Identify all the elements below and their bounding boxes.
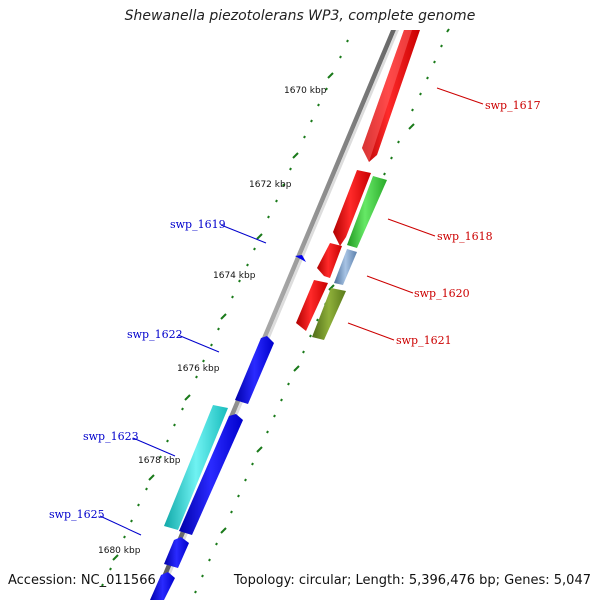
gene-blue-long[interactable] (179, 414, 243, 535)
gene-label-swp_1625[interactable]: swp_1625 (49, 508, 105, 521)
leader-lines-forward (347, 87, 484, 341)
scale-label-1670: 1670 kbp (284, 86, 327, 96)
outer-tick-ring (194, 28, 450, 594)
scale-label-1672: 1672 kbp (249, 180, 292, 190)
gene-red-small-a[interactable] (317, 243, 342, 278)
gene-blue-bottom[interactable] (150, 572, 175, 600)
scale-label-1676: 1676 kbp (177, 364, 220, 374)
gene-label-swp_1617[interactable]: swp_1617 (485, 99, 541, 112)
scale-label-1674: 1674 kbp (213, 271, 256, 281)
scale-label-1678: 1678 kbp (138, 456, 181, 466)
gene-swp_1617[interactable] (362, 30, 420, 162)
gene-label-swp_1618[interactable]: swp_1618 (437, 230, 493, 243)
gene-swp_1622[interactable] (235, 336, 274, 404)
gene-swp_1620[interactable] (334, 249, 357, 285)
gene-label-swp_1623[interactable]: swp_1623 (83, 430, 139, 443)
gene-swp_1618[interactable] (347, 176, 387, 248)
gene-swp_1621[interactable] (312, 288, 346, 340)
gene-swp_1625[interactable] (164, 537, 189, 568)
gene-label-swp_1619[interactable]: swp_1619 (170, 218, 226, 231)
gene-label-swp_1620[interactable]: swp_1620 (414, 287, 470, 300)
gene-swp_1619[interactable] (295, 255, 306, 262)
map-title: Shewanella piezotolerans WP3, complete g… (124, 8, 476, 24)
accession-text: Accession: NC_011566 (8, 573, 156, 588)
gene-swp_1623[interactable] (164, 405, 228, 530)
gene-label-swp_1621[interactable]: swp_1621 (396, 334, 452, 347)
gene-red-small-b[interactable] (296, 280, 328, 331)
scale-label-1680: 1680 kbp (98, 546, 141, 556)
gene-label-swp_1622[interactable]: swp_1622 (127, 328, 183, 341)
gene-swp_1617-downstream[interactable] (333, 170, 371, 246)
inner-tick-ring (101, 39, 349, 587)
genome-summary-text: Topology: circular; Length: 5,396,476 bp… (233, 573, 591, 588)
leader-lines-reverse (99, 224, 267, 536)
